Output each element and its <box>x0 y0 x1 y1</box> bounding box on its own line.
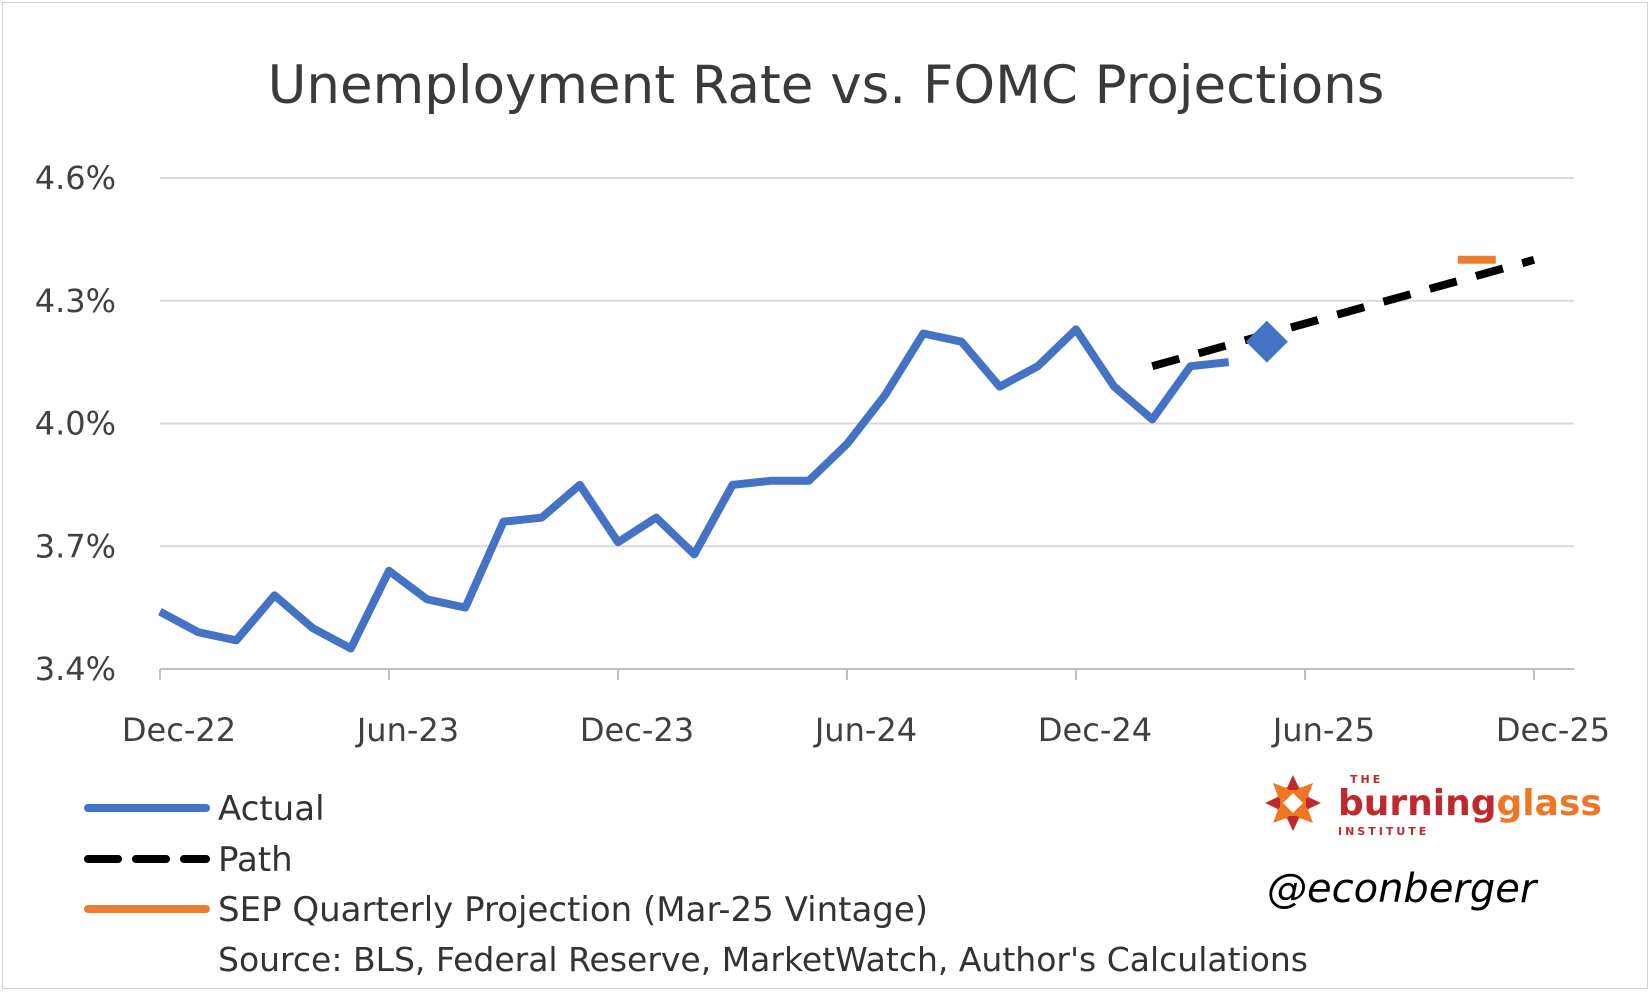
y-tick-label: 4.6% <box>35 159 116 197</box>
logo-top-word: THE <box>1350 773 1383 786</box>
legend: Actual Path SEP Quarterly Projection (Ma… <box>84 789 928 930</box>
legend-label-sep-projection: SEP Quarterly Projection (Mar-25 Vintage… <box>218 890 928 930</box>
chart-title: Unemployment Rate vs. FOMC Projections <box>268 55 1385 116</box>
logo-wordmark: burningglass <box>1338 783 1602 824</box>
series-actual-line <box>158 325 1230 653</box>
x-tick-label: Dec-24 <box>1038 711 1152 749</box>
x-tick-label: Jun-23 <box>355 711 459 749</box>
y-tick-label: 3.7% <box>35 527 116 565</box>
legend-label-actual: Actual <box>218 789 325 829</box>
plot-area <box>158 255 1536 653</box>
y-axis-ticks: 3.4% 3.7% 4.0% 4.3% 4.6% <box>35 159 116 688</box>
y-tick-label: 4.0% <box>35 405 116 443</box>
legend-item-sep-projection: SEP Quarterly Projection (Mar-25 Vintage… <box>84 890 928 930</box>
legend-item-path: Path <box>84 840 293 880</box>
x-tick-label: Dec-23 <box>580 711 694 749</box>
x-tick-label: Jun-24 <box>813 711 917 749</box>
x-axis: Dec-22 Jun-23 Dec-23 Jun-24 Dec-24 Jun-25 Dec-… <box>122 668 1610 749</box>
logo-word-burning: burning <box>1338 783 1497 824</box>
latest-value-diamond-marker <box>1245 320 1288 363</box>
author-handle: @econberger <box>1267 866 1539 912</box>
x-tick-label: Dec-22 <box>122 711 236 749</box>
y-tick-label: 4.3% <box>35 282 116 320</box>
logo-word-glass: glass <box>1497 783 1602 824</box>
burning-glass-institute-logo: THE burningglass INSTITUTE <box>1265 773 1602 838</box>
x-tick-label: Dec-25 <box>1496 711 1610 749</box>
logo-bottom-word: INSTITUTE <box>1338 825 1429 838</box>
series-path-line <box>1151 255 1536 371</box>
x-tick-label: Jun-25 <box>1271 711 1375 749</box>
legend-label-path: Path <box>218 840 293 880</box>
legend-item-actual: Actual <box>84 789 325 829</box>
sunburst-icon <box>1265 775 1321 831</box>
source-note: Source: BLS, Federal Reserve, MarketWatc… <box>218 940 1308 979</box>
y-tick-label: 3.4% <box>35 650 116 688</box>
